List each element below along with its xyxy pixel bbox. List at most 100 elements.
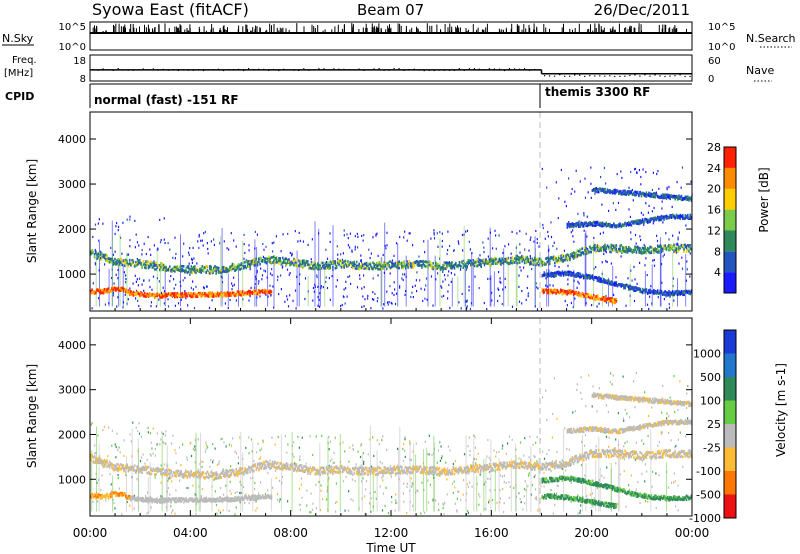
velocity-scatter-cell [250, 477, 252, 480]
power-band-cell [226, 294, 229, 297]
power-scatter-cell [528, 249, 530, 252]
power-band-cell [501, 258, 503, 261]
power-band-cell [225, 270, 227, 274]
velocity-scatter-cell [591, 492, 594, 495]
power-band-cell [268, 255, 270, 258]
power-band-cell [161, 293, 164, 296]
velocity-scatter-cell [501, 475, 504, 478]
power-band-cell [442, 268, 444, 271]
power-band-cell [619, 224, 621, 227]
power-band-cell [376, 263, 378, 267]
power-band-cell [595, 295, 597, 298]
velocity-scatter-cell [147, 511, 150, 514]
power-band-cell [638, 219, 640, 222]
power-band-cell [312, 264, 314, 268]
power-band-cell [586, 294, 589, 298]
power-band-cell [656, 244, 659, 248]
power-band-cell [379, 267, 382, 271]
power-scatter-cell [262, 242, 264, 246]
power-band-cell [243, 261, 245, 264]
power-band-cell [125, 290, 127, 294]
power-band-cell [211, 291, 214, 294]
power-colorbar-tick: 8 [714, 245, 721, 258]
power-scatter-cell [191, 257, 193, 261]
power-band-cell [581, 223, 584, 226]
power-scatter-cell [653, 206, 655, 210]
power-band-cell [125, 262, 127, 265]
power-band-cell [112, 262, 115, 265]
power-band-cell [294, 259, 296, 262]
power-band-cell [542, 261, 545, 265]
power-band-cell [680, 215, 683, 218]
power-band-cell [624, 191, 626, 194]
power-scatter-cell [677, 236, 679, 239]
power-band-cell [576, 253, 579, 257]
power-scatter-cell [630, 170, 632, 174]
power-band-cell [605, 280, 608, 284]
velocity-scatter-cell [486, 455, 488, 458]
power-band-cell [455, 263, 457, 266]
power-band-cell [165, 292, 167, 296]
power-colorbar-cell [724, 209, 736, 231]
velocity-scatter-cell [248, 501, 250, 505]
power-scatter-cell [604, 249, 606, 252]
power-scatter-cell [329, 232, 331, 235]
power-band-cell [663, 244, 665, 248]
power-scatter-cell [519, 230, 521, 233]
power-scatter-cell [498, 271, 500, 274]
power-band-cell [654, 290, 656, 293]
velocity-scatter-cell [635, 441, 637, 444]
power-colorbar-cell [724, 167, 736, 189]
power-band-cell [546, 272, 549, 276]
power-scatter-cell [331, 275, 333, 278]
power-band-cell [260, 259, 263, 263]
power-scatter-cell [138, 304, 140, 308]
power-band-cell [586, 248, 589, 251]
power-band-cell [195, 267, 197, 271]
power-band-cell [254, 264, 256, 267]
power-scatter-cell [134, 274, 136, 277]
power-band-cell [571, 253, 574, 257]
power-band-cell [264, 288, 266, 292]
power-band-cell [224, 291, 226, 295]
velocity-scatter-cell [348, 509, 350, 512]
power-band-cell [424, 260, 427, 263]
velocity-scatter-cell [536, 460, 538, 463]
power-band-cell [209, 265, 211, 268]
power-scatter-cell [527, 292, 529, 295]
power-scatter-cell [149, 248, 151, 251]
power-band-cell [446, 262, 448, 266]
power-band-cell [571, 290, 574, 293]
velocity-scatter-cell [412, 504, 414, 507]
velocity-scatter-cell [452, 491, 454, 495]
velocity-scatter-cell [359, 470, 361, 473]
power-band-cell [559, 259, 561, 263]
power-band-cell [180, 264, 182, 268]
power-scatter-cell [224, 302, 226, 305]
power-band-cell [599, 188, 601, 191]
power-band-cell [554, 255, 556, 259]
power-colorbar-cell [724, 272, 736, 293]
power-band-cell [679, 291, 682, 294]
power-band-cell [608, 282, 610, 285]
power-band-cell [111, 257, 113, 261]
power-band-cell [174, 267, 176, 271]
power-band-cell [559, 291, 561, 295]
power-scatter-cell [685, 224, 687, 227]
power-band-cell [599, 278, 601, 281]
power-band-cell [574, 255, 576, 259]
power-band-cell [364, 263, 367, 266]
power-band-cell [623, 286, 625, 290]
power-band-cell [245, 293, 248, 297]
velocity-scatter-cell [261, 447, 263, 450]
power-band-cell [204, 266, 206, 269]
power-band-cell [585, 250, 587, 254]
power-scatter-cell [232, 264, 234, 267]
power-band-cell [587, 250, 590, 254]
nave-dot [137, 69, 139, 71]
power-band-cell [613, 301, 615, 304]
power-band-cell [468, 261, 471, 264]
power-band-cell [682, 290, 684, 294]
nave-dot [132, 69, 134, 71]
power-band-cell [436, 267, 438, 270]
